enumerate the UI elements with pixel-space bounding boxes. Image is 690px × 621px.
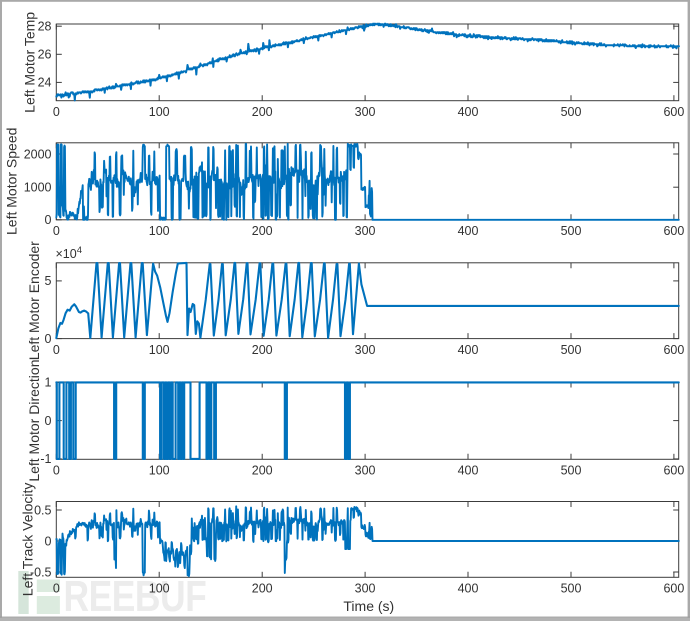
- svg-text:500: 500: [561, 464, 582, 478]
- svg-text:0: 0: [53, 224, 60, 238]
- svg-text:400: 400: [458, 343, 479, 357]
- svg-text:200: 200: [252, 343, 273, 357]
- svg-text:Left Motor Temp: Left Motor Temp: [21, 12, 37, 113]
- svg-text:200: 200: [252, 582, 273, 596]
- svg-text:100: 100: [149, 343, 170, 357]
- svg-text:0: 0: [45, 213, 52, 227]
- svg-text:500: 500: [561, 105, 582, 119]
- svg-text:200: 200: [252, 224, 273, 238]
- svg-text:-1: -1: [40, 452, 51, 466]
- svg-text:500: 500: [561, 343, 582, 357]
- svg-text:Left Motor Direction: Left Motor Direction: [26, 360, 42, 482]
- svg-text:200: 200: [252, 105, 273, 119]
- svg-text:100: 100: [149, 464, 170, 478]
- svg-text:600: 600: [663, 224, 684, 238]
- svg-text:Left Motor Speed: Left Motor Speed: [4, 128, 20, 235]
- svg-text:600: 600: [663, 582, 684, 596]
- svg-text:300: 300: [355, 343, 376, 357]
- svg-text:0: 0: [45, 534, 52, 548]
- svg-text:600: 600: [663, 105, 684, 119]
- svg-text:0: 0: [53, 582, 60, 596]
- svg-text:400: 400: [458, 582, 479, 596]
- svg-text:600: 600: [663, 343, 684, 357]
- svg-text:400: 400: [458, 464, 479, 478]
- svg-text:26: 26: [38, 48, 52, 62]
- svg-text:REEBUF: REEBUF: [64, 573, 207, 621]
- svg-text:-0.5: -0.5: [30, 565, 52, 579]
- svg-text:24: 24: [38, 76, 52, 90]
- svg-text:100: 100: [149, 224, 170, 238]
- svg-text:400: 400: [458, 105, 479, 119]
- svg-text:400: 400: [458, 224, 479, 238]
- svg-text:100: 100: [149, 105, 170, 119]
- svg-text:28: 28: [38, 20, 52, 34]
- svg-text:0: 0: [45, 332, 52, 346]
- svg-text:0: 0: [53, 464, 60, 478]
- svg-text:600: 600: [663, 464, 684, 478]
- svg-text:500: 500: [561, 224, 582, 238]
- svg-text:Left Motor Encoder: Left Motor Encoder: [26, 241, 42, 360]
- svg-text:0: 0: [53, 343, 60, 357]
- svg-text:0.5: 0.5: [34, 503, 51, 517]
- svg-text:200: 200: [252, 464, 273, 478]
- svg-text:1: 1: [45, 376, 52, 390]
- svg-text:100: 100: [149, 582, 170, 596]
- svg-text:300: 300: [355, 582, 376, 596]
- svg-text:1000: 1000: [24, 181, 52, 195]
- svg-text:300: 300: [355, 224, 376, 238]
- svg-text:300: 300: [355, 464, 376, 478]
- svg-text:0: 0: [53, 105, 60, 119]
- svg-text:5: 5: [45, 274, 52, 288]
- svg-text:Left Track Velocity: Left Track Velocity: [20, 483, 36, 597]
- svg-text:0: 0: [45, 414, 52, 428]
- svg-text:500: 500: [561, 582, 582, 596]
- svg-text:×104: ×104: [56, 245, 83, 261]
- svg-text:2000: 2000: [24, 147, 52, 161]
- svg-text:Time (s): Time (s): [343, 598, 394, 614]
- svg-text:300: 300: [355, 105, 376, 119]
